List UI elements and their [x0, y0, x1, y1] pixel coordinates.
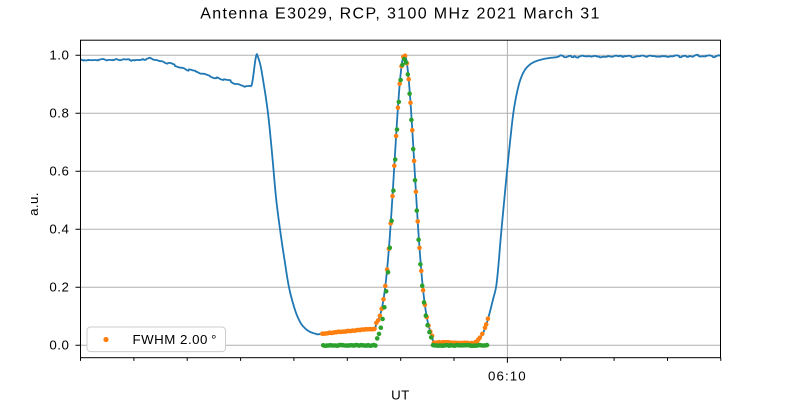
- svg-text:0.8: 0.8: [49, 106, 69, 121]
- svg-text:FWHM 2.00 °: FWHM 2.00 °: [133, 332, 217, 347]
- svg-text:UT: UT: [391, 388, 410, 400]
- svg-text:0.2: 0.2: [49, 280, 69, 295]
- svg-text:1.0: 1.0: [49, 48, 69, 63]
- svg-text:0.0: 0.0: [49, 338, 69, 353]
- svg-text:0.4: 0.4: [49, 222, 69, 237]
- svg-text:a.u.: a.u.: [26, 192, 41, 216]
- svg-text:0.6: 0.6: [49, 164, 69, 179]
- svg-text:06:10: 06:10: [488, 368, 527, 383]
- svg-text:Antenna E3029, RCP, 3100 MHz 2: Antenna E3029, RCP, 3100 MHz 2021 March …: [200, 6, 601, 23]
